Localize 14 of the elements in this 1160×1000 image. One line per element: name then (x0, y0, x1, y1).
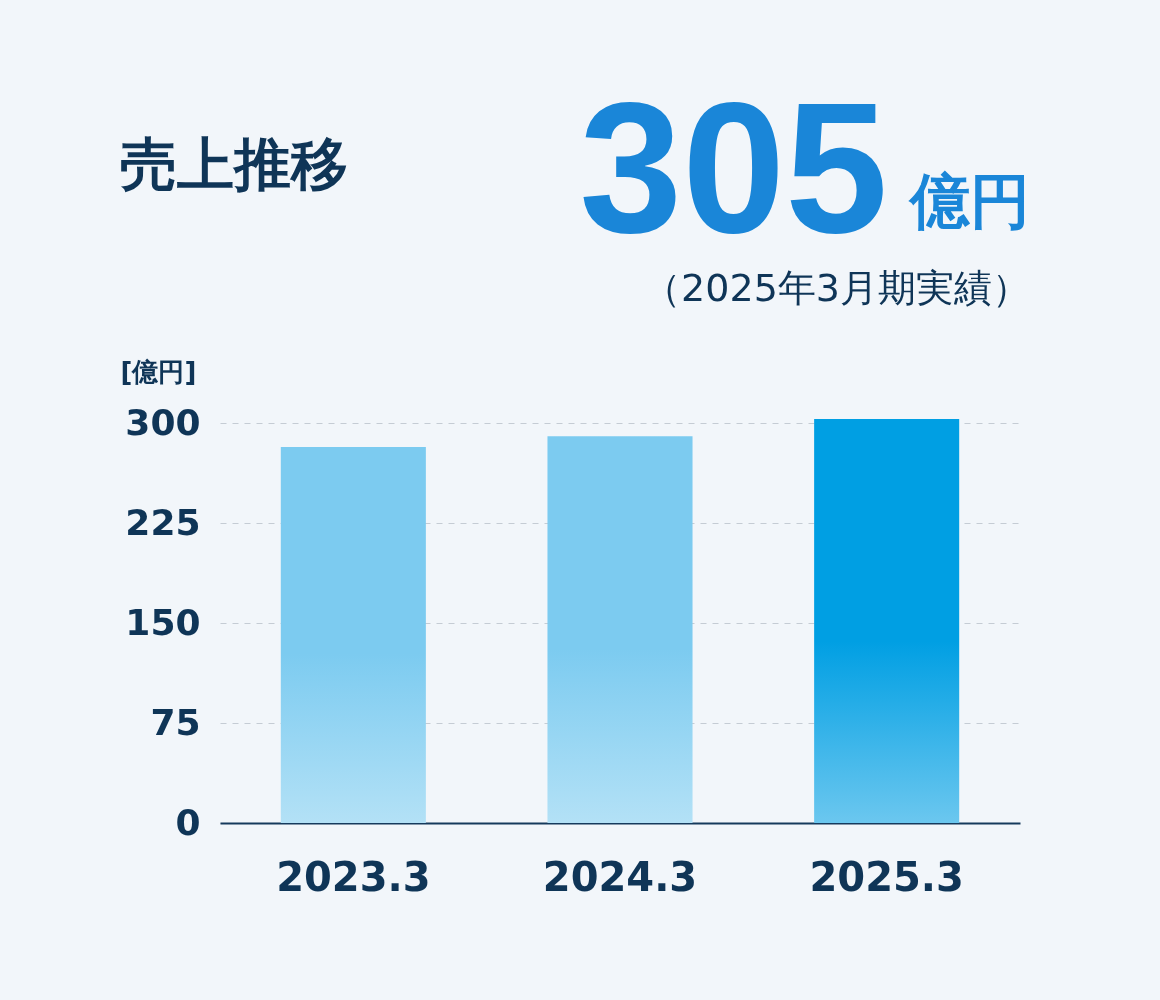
y-tick-label: 75 (150, 701, 201, 743)
y-tick-label: 300 (125, 401, 201, 443)
x-tick-label: 2024.3 (542, 853, 698, 900)
bar (814, 419, 960, 823)
text: 億円 (908, 166, 1030, 236)
bar (280, 447, 426, 823)
bar (547, 436, 693, 823)
y-tick-label: 0 (175, 801, 201, 843)
x-tick-label: 2025.3 (809, 853, 964, 900)
chart-title: 売上推移 (120, 131, 348, 197)
y-tick-label: 150 (125, 601, 201, 643)
y-tick-label: 225 (125, 501, 201, 543)
x-tick-label: 2023.3 (276, 853, 431, 900)
y-axis-title: [億円] (120, 356, 197, 387)
